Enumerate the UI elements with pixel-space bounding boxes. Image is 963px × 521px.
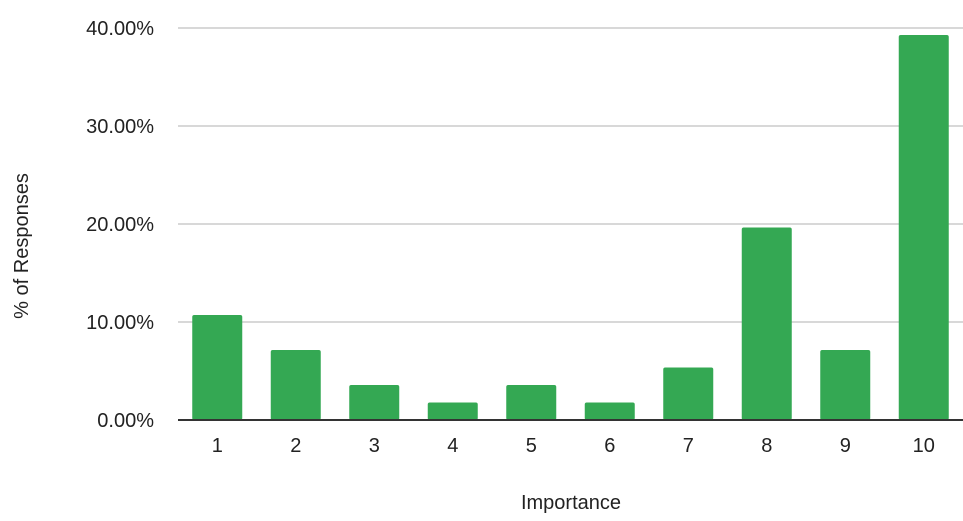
bar-1 bbox=[192, 315, 243, 420]
gridlines bbox=[178, 27, 963, 323]
bar-5 bbox=[506, 385, 557, 420]
x-tick-labels: 1 2 3 4 5 6 7 8 9 10 bbox=[212, 435, 935, 457]
y-axis-title: % of Responses bbox=[11, 173, 33, 319]
bar-8 bbox=[741, 227, 792, 420]
bar-10 bbox=[898, 34, 949, 420]
x-axis-title: Importance bbox=[521, 492, 621, 514]
x-tick-label: 9 bbox=[840, 435, 851, 457]
bar-9 bbox=[820, 350, 871, 420]
x-tick-label: 4 bbox=[447, 435, 458, 457]
y-tick-label: 0.00% bbox=[97, 410, 154, 432]
y-tick-label: 40.00% bbox=[86, 18, 154, 40]
x-tick-label: 2 bbox=[290, 435, 301, 457]
x-tick-label: 10 bbox=[913, 435, 935, 457]
x-tick-label: 6 bbox=[604, 435, 615, 457]
x-tick-label: 3 bbox=[369, 435, 380, 457]
y-tick-label: 30.00% bbox=[86, 116, 154, 138]
bar-4 bbox=[427, 402, 478, 420]
bars bbox=[192, 34, 949, 420]
x-tick-label: 8 bbox=[761, 435, 772, 457]
y-tick-label: 10.00% bbox=[86, 312, 154, 334]
bar-2 bbox=[270, 350, 321, 420]
y-tick-label: 20.00% bbox=[86, 214, 154, 236]
x-tick-label: 1 bbox=[212, 435, 223, 457]
bar-7 bbox=[663, 367, 714, 420]
x-tick-label: 5 bbox=[526, 435, 537, 457]
bar-6 bbox=[584, 402, 635, 420]
y-tick-labels: 0.00% 10.00% 20.00% 30.00% 40.00% bbox=[86, 18, 154, 432]
x-tick-label: 7 bbox=[683, 435, 694, 457]
bar-3 bbox=[349, 385, 400, 420]
